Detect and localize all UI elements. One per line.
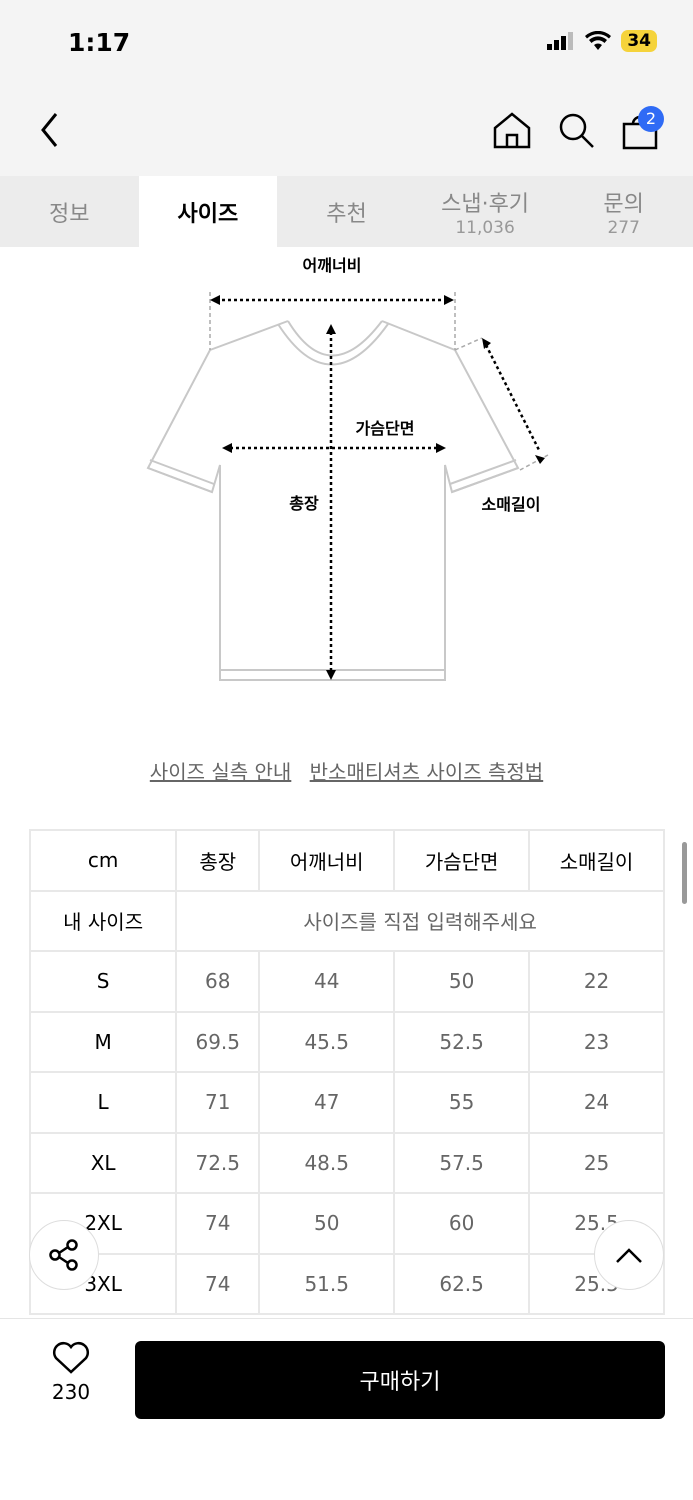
- tshirt-size-diagram: 어깨너비 가슴단면 총장 소매길이: [146, 256, 549, 681]
- size-label: L: [28, 1071, 178, 1134]
- share-button[interactable]: [29, 1220, 99, 1290]
- table-row: XL 72.5 48.5 57.5 25: [28, 1131, 665, 1194]
- label-chest: 가슴단면: [356, 419, 415, 438]
- size-value: 50: [258, 1192, 396, 1255]
- my-size-row: 내 사이즈 사이즈를 직접 입력해주세요: [28, 889, 665, 952]
- size-value: 57.5: [393, 1131, 531, 1194]
- table-row: L 71 47 55 24: [28, 1071, 665, 1134]
- tab-info[interactable]: 정보: [49, 201, 90, 227]
- size-value: 51.5: [258, 1252, 396, 1315]
- label-shoulder: 어깨너비: [303, 256, 362, 275]
- back-icon[interactable]: [38, 110, 62, 150]
- size-value: 72.5: [175, 1131, 261, 1194]
- label-length: 총장: [289, 494, 319, 513]
- chevron-up-icon: [616, 1248, 642, 1263]
- table-row: M 69.5 45.5 52.5 23: [28, 1010, 665, 1073]
- status-bar: 1:17 34: [0, 0, 693, 176]
- size-value: 48.5: [258, 1131, 396, 1194]
- size-value: 50: [393, 950, 531, 1013]
- buy-button[interactable]: 구매하기: [135, 1341, 665, 1419]
- wifi-icon: [585, 31, 612, 50]
- signal-icon: [547, 32, 574, 50]
- like-button[interactable]: 230: [40, 1341, 102, 1404]
- size-value: 22: [528, 950, 665, 1013]
- size-value: 62.5: [393, 1252, 531, 1315]
- heart-icon: [53, 1342, 89, 1374]
- tab-bar: 정보 사이즈 추천 스냅·후기 11,036 문의 277: [0, 176, 693, 247]
- like-count: 230: [51, 1380, 91, 1404]
- size-value: 23: [528, 1010, 665, 1073]
- battery-icon: 34: [621, 30, 657, 52]
- scroll-top-button[interactable]: [594, 1220, 664, 1290]
- size-value: 74: [175, 1252, 261, 1315]
- size-value: 55: [393, 1071, 531, 1134]
- size-value: 52.5: [393, 1010, 531, 1073]
- size-value: 71: [175, 1071, 261, 1134]
- table-row: 3XL 74 51.5 62.5 25.5: [28, 1252, 665, 1315]
- size-value: 69.5: [175, 1010, 261, 1073]
- share-icon: [49, 1239, 78, 1271]
- tab-reviews[interactable]: 스냅·후기 11,036: [441, 191, 530, 238]
- size-value: 24: [528, 1071, 665, 1134]
- scrollbar[interactable]: [682, 842, 687, 904]
- size-value: 68: [175, 950, 261, 1013]
- size-value: 47: [258, 1071, 396, 1134]
- size-table: cm 총장 어깨너비 가슴단면 소매길이 내 사이즈 사이즈를 직접 입력해주세…: [28, 829, 665, 1315]
- size-value: 25: [528, 1131, 665, 1194]
- size-label: M: [28, 1010, 178, 1073]
- size-label: XL: [28, 1131, 178, 1194]
- search-icon[interactable]: [556, 110, 596, 150]
- tab-recommend[interactable]: 추천: [326, 201, 367, 227]
- table-row: 2XL 74 50 60 25.5: [28, 1192, 665, 1255]
- home-icon[interactable]: [492, 110, 532, 150]
- size-value: 60: [393, 1192, 531, 1255]
- clock: 1:17: [68, 28, 131, 57]
- tab-size[interactable]: 사이즈: [138, 176, 278, 247]
- tab-qna[interactable]: 문의 277: [603, 191, 644, 238]
- size-value: 44: [258, 950, 396, 1013]
- cart-badge: 2: [638, 106, 664, 132]
- my-size-input[interactable]: 사이즈를 직접 입력해주세요: [175, 889, 665, 952]
- label-sleeve: 소매길이: [482, 495, 541, 514]
- measure-method-link[interactable]: 반소매티셔츠 사이즈 측정법: [309, 760, 544, 784]
- table-header-row: cm 총장 어깨너비 가슴단면 소매길이: [28, 829, 665, 892]
- size-value: 45.5: [258, 1010, 396, 1073]
- size-value: 74: [175, 1192, 261, 1255]
- table-row: S 68 44 50 22: [28, 950, 665, 1013]
- size-guide-link[interactable]: 사이즈 실측 안내: [149, 760, 292, 784]
- size-label: S: [28, 950, 178, 1013]
